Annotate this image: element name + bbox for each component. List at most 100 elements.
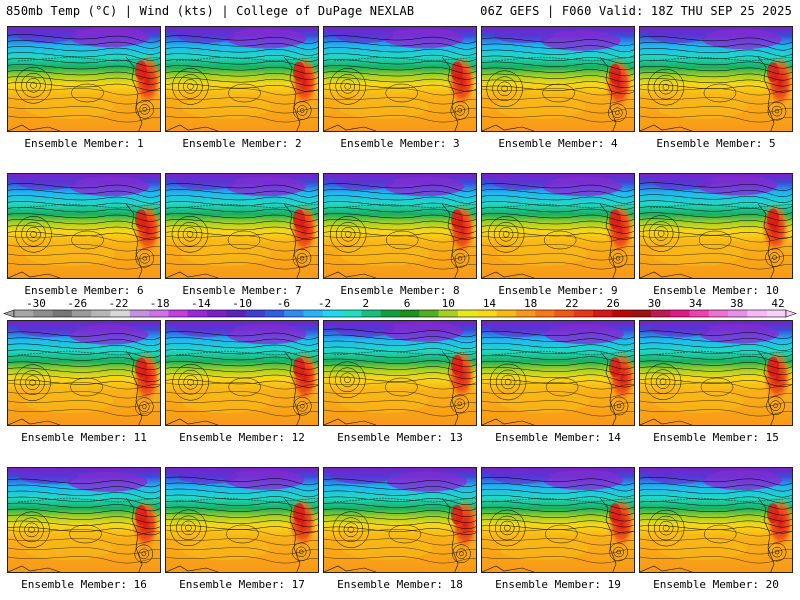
colorbar-segment xyxy=(457,310,478,317)
colorbar-tick-label: 42 xyxy=(771,297,784,310)
ensemble-member-map xyxy=(323,467,477,573)
ensemble-member-map xyxy=(323,320,477,426)
ensemble-member-label: Ensemble Member: 20 xyxy=(653,578,779,591)
ensemble-member-map xyxy=(165,467,319,573)
colorbar-segment xyxy=(129,310,150,317)
colorbar-segment xyxy=(515,310,536,317)
colorbar-segment xyxy=(303,310,324,317)
colorbar-segment xyxy=(380,310,401,317)
colorbar-segment xyxy=(573,310,594,317)
colorbar-tick-label: 14 xyxy=(483,297,497,310)
colorbar-segment xyxy=(535,310,555,317)
colorbar-segment xyxy=(245,310,266,317)
ensemble-member-map xyxy=(639,467,793,573)
colorbar-segment xyxy=(226,310,246,317)
colorbar-tick-label: 30 xyxy=(648,297,661,310)
ensemble-member-label: Ensemble Member: 9 xyxy=(498,284,618,297)
colorbar-tick-label: -2 xyxy=(318,297,331,310)
colorbar-segment xyxy=(766,310,787,317)
ensemble-member-label: Ensemble Member: 14 xyxy=(495,431,621,444)
colorbar-segment xyxy=(496,310,517,317)
ensemble-member-map xyxy=(7,320,161,426)
colorbar-segment xyxy=(689,310,710,317)
colorbar-segment xyxy=(650,310,671,317)
colorbar-segment xyxy=(419,310,439,317)
colorbar-segment xyxy=(110,310,131,317)
colorbar-tick-label: 34 xyxy=(689,297,703,310)
ensemble-member-map xyxy=(165,26,319,132)
colorbar-segment xyxy=(187,310,208,317)
ensemble-member-map xyxy=(323,173,477,279)
colorbar-tick-label: 18 xyxy=(524,297,537,310)
ensemble-member-label: Ensemble Member: 16 xyxy=(21,578,147,591)
colorbar-low-arrow xyxy=(3,309,15,318)
colorbar-segment xyxy=(747,310,767,317)
ensemble-member-label: Ensemble Member: 15 xyxy=(653,431,779,444)
colorbar-segment xyxy=(71,310,92,317)
colorbar-tick-label: 2 xyxy=(362,297,369,310)
ensemble-member-map xyxy=(639,320,793,426)
ensemble-member-label: Ensemble Member: 13 xyxy=(337,431,463,444)
ensemble-member-label: Ensemble Member: 2 xyxy=(182,137,302,150)
ensemble-member-map xyxy=(7,173,161,279)
ensemble-member-label: Ensemble Member: 12 xyxy=(179,431,305,444)
valid-time-label: 06Z GEFS | F060 Valid: 18Z THU SEP 25 20… xyxy=(480,4,792,18)
colorbar-segment xyxy=(361,310,381,317)
colorbar-tick-label: -18 xyxy=(150,297,170,310)
colorbar-segment xyxy=(284,310,304,317)
ensemble-member-map xyxy=(7,26,161,132)
ensemble-member-map xyxy=(165,173,319,279)
colorbar-tick-label: 22 xyxy=(565,297,578,310)
colorbar-segment xyxy=(264,310,285,317)
colorbar-segment xyxy=(14,310,34,317)
colorbar-segment xyxy=(670,310,690,317)
colorbar-segment xyxy=(33,310,53,317)
colorbar-segment xyxy=(91,310,111,317)
colorbar-tick-label: -6 xyxy=(277,297,290,310)
colorbar-segment xyxy=(52,310,73,317)
colorbar-segment xyxy=(322,310,343,317)
colorbar-segment xyxy=(631,310,652,317)
map-title: 850mb Temp (°C) | Wind (kts) | College o… xyxy=(6,4,415,18)
colorbar-segment xyxy=(149,310,169,317)
ensemble-member-map xyxy=(481,320,635,426)
colorbar-segment xyxy=(554,310,574,317)
colorbar-segment xyxy=(612,310,632,317)
colorbar-segment xyxy=(400,310,420,317)
colorbar-segment xyxy=(477,310,497,317)
colorbar-tick-label: 6 xyxy=(404,297,411,310)
ensemble-member-label: Ensemble Member: 8 xyxy=(340,284,460,297)
colorbar-segment xyxy=(708,310,729,317)
colorbar-segment xyxy=(593,310,613,317)
ensemble-member-label: Ensemble Member: 17 xyxy=(179,578,305,591)
ensemble-member-label: Ensemble Member: 11 xyxy=(21,431,147,444)
ensemble-member-map xyxy=(165,320,319,426)
colorbar-tick-label: -26 xyxy=(67,297,87,310)
ensemble-member-map xyxy=(639,26,793,132)
ensemble-member-label: Ensemble Member: 7 xyxy=(182,284,302,297)
colorbar-segment xyxy=(207,310,227,317)
colorbar-segment xyxy=(728,310,748,317)
ensemble-member-label: Ensemble Member: 19 xyxy=(495,578,621,591)
colorbar-high-arrow xyxy=(785,309,797,318)
colorbar-tick-label: 26 xyxy=(606,297,619,310)
colorbar-tick-label: -10 xyxy=(232,297,252,310)
colorbar-tick-label: -14 xyxy=(191,297,211,310)
temperature-colorbar: -30 -26 -22 -18 -14 -10 -6 -2 2 6 10 14 18 22 26 30 34 38… xyxy=(3,297,797,318)
ensemble-member-map xyxy=(481,173,635,279)
ensemble-member-label: Ensemble Member: 10 xyxy=(653,284,779,297)
ensemble-member-label: Ensemble Member: 1 xyxy=(24,137,144,150)
ensemble-member-map xyxy=(7,467,161,573)
ensemble-member-label: Ensemble Member: 4 xyxy=(498,137,618,150)
colorbar-segment xyxy=(342,310,362,317)
colorbar-segment xyxy=(438,310,459,317)
ensemble-member-map xyxy=(323,26,477,132)
ensemble-member-map xyxy=(481,467,635,573)
ensemble-member-label: Ensemble Member: 5 xyxy=(656,137,776,150)
ensemble-member-label: Ensemble Member: 18 xyxy=(337,578,463,591)
colorbar-tick-label: -30 xyxy=(26,297,46,310)
ensemble-member-map xyxy=(481,26,635,132)
colorbar-tick-label: 38 xyxy=(730,297,743,310)
colorbar-tick-label: 10 xyxy=(442,297,455,310)
ensemble-member-map xyxy=(639,173,793,279)
